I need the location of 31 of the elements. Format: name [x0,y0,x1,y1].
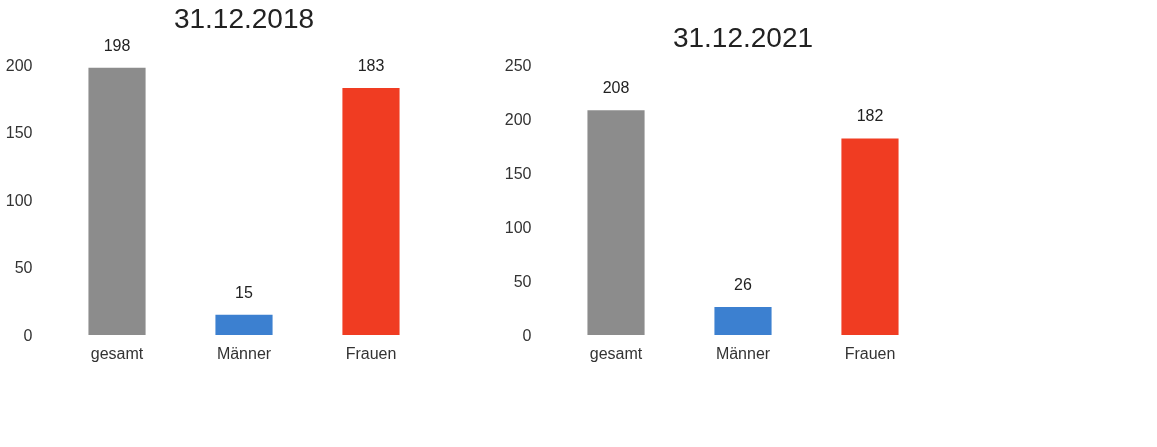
y-tick-label: 0 [23,326,33,344]
y-tick-label: 200 [504,110,532,128]
y-tick-label: 100 [5,191,33,209]
chart-title: 31.12.2018 [173,2,315,34]
y-tick-label: 200 [5,56,33,74]
data-label: 26 [734,275,752,293]
x-tick-label: gesamt [589,344,643,362]
chart-title: 31.12.2021 [672,22,814,53]
data-label: 208 [602,79,630,97]
y-tick-label: 50 [14,259,33,276]
y-tick-label: 50 [513,272,532,290]
bar [215,314,273,335]
data-label: 183 [357,56,385,74]
x-tick-label: Männer [715,344,771,362]
x-tick-label: Frauen [345,344,397,362]
bar [342,87,400,335]
y-tick-label: 150 [5,124,33,141]
bar [88,67,146,335]
y-tick-label: 250 [504,56,532,74]
bar [714,306,772,335]
data-label: 15 [235,283,253,301]
bar [841,138,899,335]
y-tick-label: 150 [504,164,532,182]
x-tick-label: Frauen [844,344,896,362]
y-tick-label: 100 [504,218,532,236]
bar [587,110,645,335]
data-label: 182 [856,107,884,125]
data-label: 198 [103,36,131,54]
y-tick-label: 0 [522,326,532,344]
x-tick-label: Männer [216,344,272,362]
x-tick-label: gesamt [90,344,144,362]
